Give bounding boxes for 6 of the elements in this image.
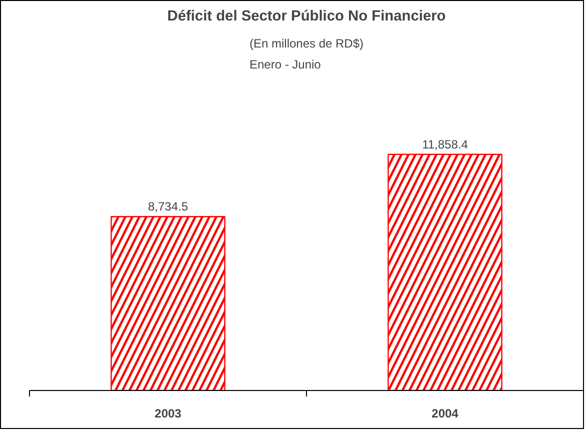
data-label: 11,858.4: [422, 137, 468, 152]
x-tick-label: 2004: [432, 406, 459, 420]
chart-title: Déficit del Sector Público No Financiero: [167, 8, 446, 24]
chart-subtitle: (En millones de RD$) Enero - Junio: [249, 36, 364, 72]
x-tick-label: 2003: [154, 406, 182, 420]
data-label: 8,734.5: [148, 200, 188, 214]
